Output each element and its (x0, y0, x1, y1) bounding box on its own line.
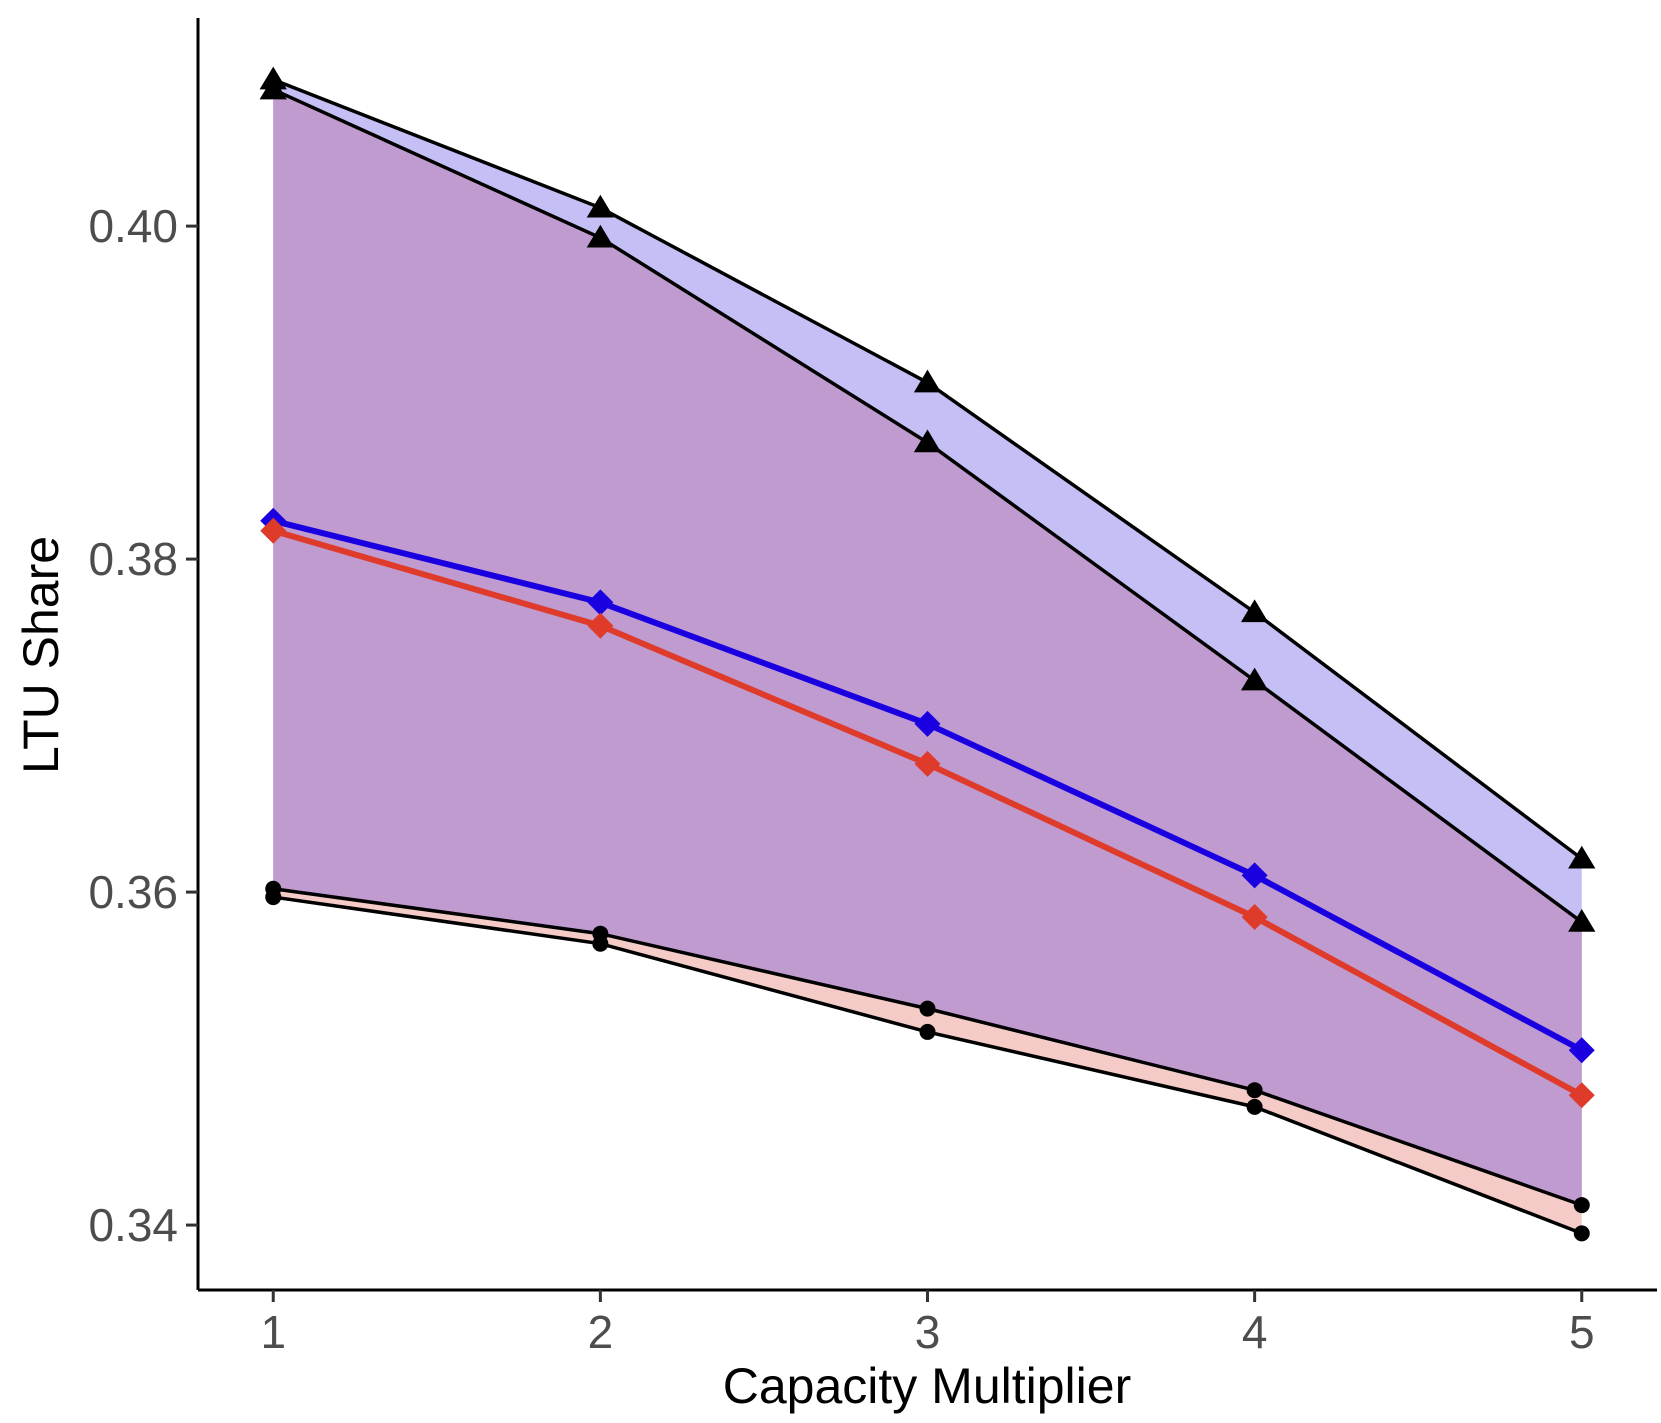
ticks-layer: 1 2 3 4 5 0.34 0.36 0.38 0.40 (88, 200, 1594, 1358)
series-2-point (260, 517, 287, 544)
band-1-upper-marker (586, 194, 615, 218)
band-2-lower-marker (1573, 1225, 1590, 1242)
x-tick-label: 2 (588, 1306, 614, 1358)
band-1-upper-marker (1568, 845, 1596, 869)
series-1-point (587, 589, 614, 616)
series-2-point (1568, 1082, 1595, 1109)
y-tick-label: 0.40 (88, 200, 178, 252)
band-2-upper-marker (259, 76, 287, 100)
series-1-point (914, 710, 941, 737)
band-1-lower-marker (1246, 1082, 1263, 1099)
y-tick-label: 0.36 (88, 866, 178, 918)
series-2-point (1241, 904, 1268, 931)
x-axis-title: Capacity Multiplier (723, 1358, 1131, 1414)
x-tick-label: 5 (1569, 1306, 1595, 1358)
band-1-upper-marker (913, 369, 942, 393)
band-1-lower-marker (1573, 1197, 1590, 1214)
band-1-upper-marker (1240, 599, 1269, 623)
band-2-lower-marker (592, 935, 609, 952)
series-2-point (914, 750, 941, 777)
band-2-upper-marker (913, 429, 942, 453)
band-2-lower-marker (265, 889, 282, 906)
series-1-point (1568, 1037, 1595, 1064)
band-2-upper-marker (586, 224, 615, 248)
series-2-point (587, 612, 614, 639)
band-lines-layer (259, 66, 1596, 1242)
x-tick-label: 3 (915, 1306, 941, 1358)
band-2-upper-marker (1568, 909, 1596, 932)
y-tick-label: 0.34 (88, 1199, 178, 1251)
series-1-point (1241, 862, 1268, 889)
band-1-lower-marker (919, 1000, 936, 1017)
y-tick-label: 0.38 (88, 533, 178, 585)
y-axis-title: LTU Share (13, 536, 69, 774)
band-2-upper-marker (1240, 667, 1269, 691)
bands-layer (273, 79, 1582, 1234)
band-2-lower-marker (919, 1023, 936, 1040)
x-tick-label: 1 (260, 1306, 286, 1358)
band-2-lower-marker (1246, 1098, 1263, 1115)
series-layer (260, 507, 1595, 1109)
x-tick-label: 4 (1242, 1306, 1268, 1358)
